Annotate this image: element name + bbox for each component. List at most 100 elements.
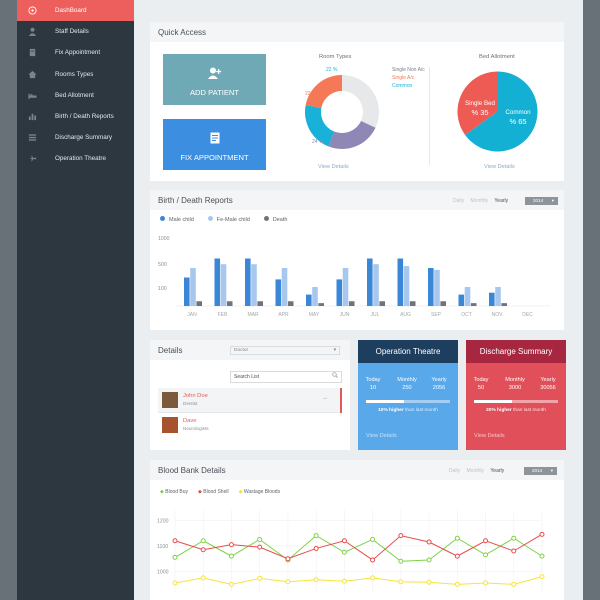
data-point [370,536,376,542]
legend-female-child: Fe-Male child [207,216,250,223]
bar-male-child-sep [428,268,434,306]
stat-value: 30056 [540,385,556,391]
bar-death-aug [409,301,416,306]
blood-bank-year-select[interactable]: 2014 ▾ [524,467,557,475]
tab-daily[interactable]: Daily [449,468,461,474]
data-point [539,553,545,559]
birth-death-year-select[interactable]: 2014 ▾ [525,197,558,205]
tab-yearly[interactable]: Yearly [494,198,509,204]
stat-label: Yearly [431,377,447,383]
main-content: Quick Access ADD PATIENT FIX APPOINTMENT… [134,0,583,600]
bar-death-may [318,303,324,306]
arrow-right-icon[interactable]: → [322,395,328,401]
bar-male-child-aug [397,258,404,306]
sidebar-item-operation-theatre[interactable]: Operation Theatre [17,148,134,169]
bed-icon [26,90,38,100]
y-tick-label: 1100 [157,544,168,550]
bar-male-child-jun [336,279,343,306]
room-label-left: 22 % [305,91,317,97]
pie-slice-single-bed [457,71,498,136]
sidebar-item-bed-allotment[interactable]: Bed Allotment [17,85,134,106]
bar-fe-male-child-mar [251,264,257,306]
ot-stat-yearly: Yearly 2056 [428,376,450,392]
ot-note-highlight: 10% higher [378,408,404,413]
sidebar-item-dashboard[interactable]: DashBoard [17,0,134,22]
sidebar-item-discharge-summary[interactable]: Discharge Summary [17,127,134,148]
single-bed-name: Single Bed [465,100,495,107]
bar-male-child-oct [458,294,465,306]
room-label-bottom: 24 % [312,139,324,145]
data-point [285,579,291,585]
ds-view-details-link[interactable]: View Details [474,433,505,439]
common-bed-name: Common [505,109,531,116]
fix-appointment-button[interactable]: FIX APPOINTMENT [163,119,266,170]
bar-death-apr [287,301,294,306]
stat-label: Monthly [505,377,525,383]
ds-note: 20% higher than last month [466,408,566,413]
list-item[interactable]: Dave Neurologists [158,413,342,438]
data-point [257,536,263,542]
x-tick-label: MAR [247,312,259,318]
plane-icon [26,154,38,164]
search-input[interactable]: Search List [230,371,342,383]
legend-blood-buy-label: Blood Buy [165,489,189,495]
x-tick-label: MAY [309,312,320,318]
data-point [313,545,319,551]
details-title: Details [150,340,350,360]
tab-monthly[interactable]: Monthly [470,198,489,204]
common-bed-label: Common % 65 [502,108,534,126]
ot-progress-fill [366,400,404,403]
data-point [539,574,545,580]
tab-yearly[interactable]: Yearly [490,468,505,474]
bar-male-child-mar [245,258,251,306]
data-point [398,533,404,539]
birth-death-legend: Male child Fe-Male child Death [160,216,287,223]
list-icon [26,133,38,143]
series-line-blood-shell [174,533,543,561]
room-types-view-details-link[interactable]: View Details [318,164,349,170]
list-item[interactable]: John Doe Dentist → [158,388,342,413]
blood-bank-title: Blood Bank Details [150,460,564,480]
bed-allotment-view-details-link[interactable]: View Details [484,164,515,170]
tab-daily[interactable]: Daily [453,198,465,204]
operation-theatre-title: Operation Theatre [358,340,458,363]
bar-fe-male-child-jun [342,268,349,306]
bar-male-child-feb [214,258,221,306]
sidebar-item-rooms-types[interactable]: Rooms Types [17,64,134,85]
ds-stat-today: Today 50 [470,376,492,392]
sidebar-item-fix-appointment[interactable]: Fix Appointment [17,42,134,63]
bar-male-child-may [306,294,312,306]
x-tick-label: AUG [400,312,411,318]
sidebar-item-label: Bed Allotment [55,91,94,99]
ot-view-details-link[interactable]: View Details [366,433,397,439]
data-point [426,539,432,545]
sidebar-item-birth-death-reports[interactable]: Birth / Death Reports [17,106,134,127]
data-point [313,577,319,583]
bar-death-jun [348,301,355,306]
tab-monthly[interactable]: Monthly [466,468,485,474]
bar-fe-male-child-feb [220,264,227,306]
birth-death-bar-chart: 1000 500 100 JAN FEB MAR APR MAY JUN JUL AUG SEP OCT… [158,236,550,318]
data-point [483,552,489,558]
details-card: Details Doctor ▾ Search List John Doe De… [150,340,350,450]
y-tick-label: 500 [158,262,167,268]
ds-stat-yearly: Yearly 30056 [536,376,560,392]
x-tick-label: JAN [187,312,197,318]
data-point [257,575,263,581]
operation-theatre-card: Operation Theatre Today 10 Monthly 250 Yea… [358,340,458,450]
year-value: 2014 [533,198,544,203]
legend-male-child: Male child [160,216,194,223]
y-tick-label: 1000 [158,236,170,242]
fix-appointment-label: FIX APPOINTMENT [180,153,249,162]
data-point [341,549,347,555]
sidebar-item-staff-details[interactable]: Staff Details [17,21,134,42]
details-filter-select[interactable]: Doctor ▾ [230,346,340,355]
x-tick-label: NOV [492,312,504,318]
bar-death-mar [257,301,263,306]
stat-value: 50 [477,385,485,391]
data-point [426,579,432,585]
blood-bank-legend: ◆ Blood Buy ◆ Blood Shell ◆ Wastage Bloo… [160,489,280,495]
chevron-down-icon: ▾ [333,348,336,353]
data-point [511,535,517,541]
add-patient-button[interactable]: ADD PATIENT [163,54,266,105]
